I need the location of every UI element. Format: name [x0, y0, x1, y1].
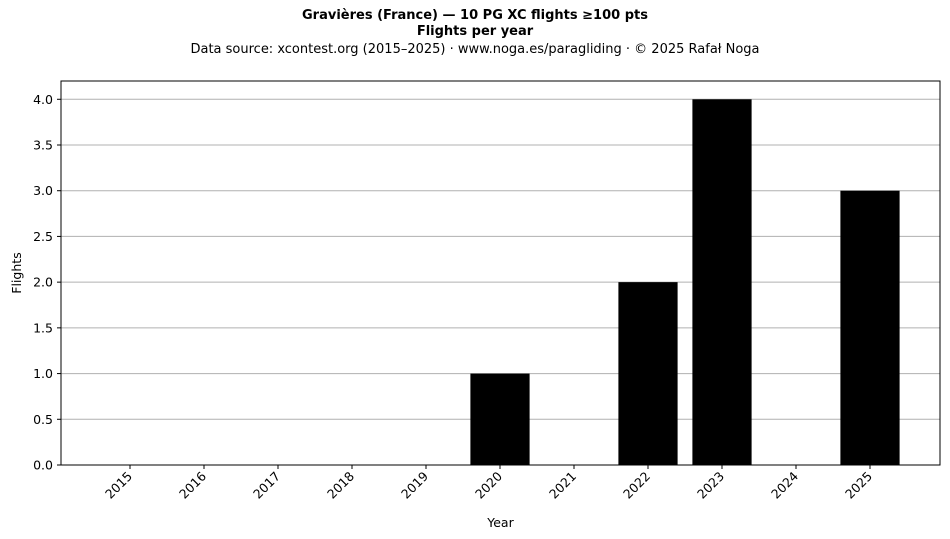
x-tick-label: 2016 [176, 468, 209, 501]
y-tick-label: 1.0 [33, 366, 53, 381]
x-tick-label: 2024 [768, 468, 801, 501]
y-tick-label: 3.5 [33, 138, 53, 153]
bar-2022 [618, 282, 678, 465]
bar-2020 [470, 373, 530, 465]
x-tick-label: 2022 [620, 469, 653, 502]
x-tick-label: 2018 [324, 468, 357, 501]
chart-subtitle: Flights per year [416, 24, 534, 39]
y-tick-label: 0.5 [33, 412, 53, 427]
x-tick-label: 2017 [250, 469, 283, 502]
x-tick-label: 2021 [546, 469, 579, 502]
y-axis-ticks: 0.0 0.5 1.0 1.5 2.0 2.5 3.0 3.5 4.0 [33, 92, 61, 473]
y-tick-label: 2.5 [33, 229, 53, 244]
chart-header: Gravières (France) — 10 PG XC flights ≥1… [0, 8, 950, 59]
bars [470, 99, 900, 466]
chart-title: Gravières (France) — 10 PG XC flights ≥1… [302, 8, 648, 23]
x-tick-label: 2019 [398, 468, 431, 501]
y-tick-label: 3.0 [33, 183, 53, 198]
y-tick-label: 4.0 [33, 92, 53, 107]
x-axis-ticks: 2015 2016 2017 2018 2019 2020 2021 2022 2023 2024… [102, 465, 875, 502]
x-tick-label: 2023 [694, 469, 727, 502]
bar-2025 [840, 190, 900, 465]
y-tick-label: 1.5 [33, 320, 53, 335]
x-tick-label: 2025 [842, 469, 875, 502]
x-tick-label: 2020 [472, 468, 505, 501]
y-tick-label: 0.0 [33, 458, 53, 473]
y-tick-label: 2.0 [33, 275, 53, 290]
y-axis-label: Flights [9, 252, 24, 293]
x-axis-label: Year [486, 515, 514, 530]
x-tick-label: 2015 [102, 469, 135, 502]
chart-source-note: Data source: xcontest.org (2015–2025) · … [190, 42, 760, 57]
bar-2023 [692, 99, 752, 466]
